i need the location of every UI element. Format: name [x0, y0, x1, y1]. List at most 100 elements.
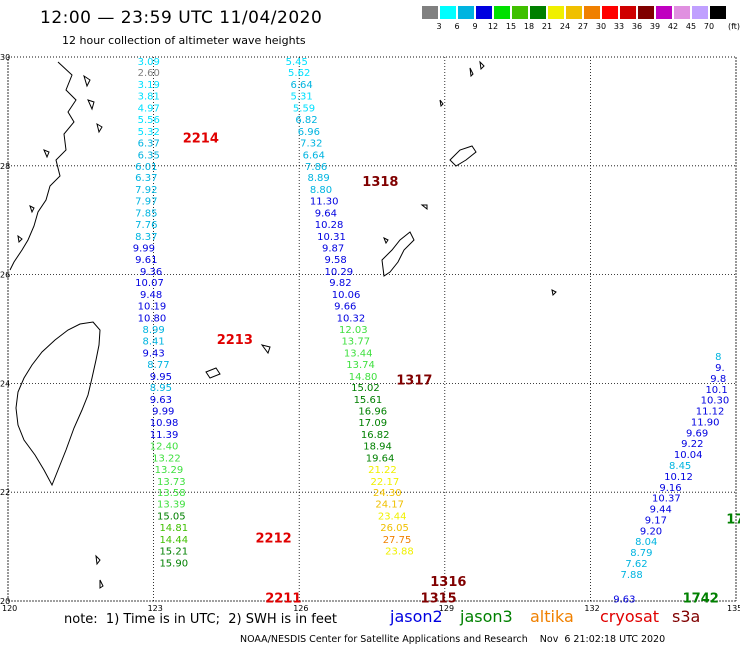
- wave-height-value: 10.1: [705, 385, 727, 396]
- map-footer: NOAA/NESDIS Center for Satellite Applica…: [240, 634, 666, 645]
- wave-height-value: 16.96: [358, 407, 387, 418]
- orbit-number: 1742: [683, 591, 719, 606]
- wave-height-value: 22.17: [371, 477, 400, 488]
- wave-height-labels: 3.092.603.193.814.975.565.326.376.356.01…: [133, 57, 729, 605]
- wave-height-value: 5.45: [286, 57, 308, 68]
- wave-height-value: 9.99: [152, 407, 174, 418]
- scale-label: 30: [595, 22, 607, 31]
- map-frame: [7, 56, 737, 602]
- satellite-legend-item: s3a: [672, 607, 701, 626]
- scale-label: 27: [577, 22, 589, 31]
- wave-height-value: 14.44: [159, 535, 188, 546]
- orbit-number: 1743: [726, 512, 740, 527]
- wave-height-value: 5.56: [138, 115, 160, 126]
- wave-height-value: 23.44: [378, 512, 407, 523]
- wave-height-value: 9.8: [710, 374, 726, 385]
- wave-height-value: 11.90: [691, 417, 720, 428]
- scale-swatch: [476, 6, 492, 19]
- lon-tick-label: 129: [439, 604, 454, 613]
- wave-height-value: 6.82: [295, 115, 317, 126]
- wave-height-value: 14.81: [159, 523, 188, 534]
- orbit-number: 1318: [362, 175, 398, 190]
- wave-height-value: 5.31: [290, 92, 312, 103]
- wave-height-value: 8.80: [310, 185, 332, 196]
- longitude-tick-labels: 120 123 126 129 132 135: [2, 604, 740, 613]
- wave-height-value: 7.85: [135, 209, 157, 220]
- wave-height-value: 8: [715, 352, 721, 363]
- satellite-legend-item: altika: [530, 607, 574, 626]
- wave-height-value: 9.44: [650, 505, 672, 516]
- graticule: [7, 56, 737, 602]
- orbit-number: 2212: [256, 531, 292, 546]
- lon-tick-label: 135: [727, 604, 740, 613]
- wave-height-value: 15.21: [159, 546, 188, 557]
- china-coastline: [9, 61, 77, 271]
- wave-height-value: 8.37: [135, 232, 157, 243]
- wave-height-value: 10.28: [315, 220, 344, 231]
- wave-height-value: 7.92: [135, 185, 157, 196]
- wave-height-value: 10.19: [138, 302, 167, 313]
- wave-height-value: 6.35: [138, 150, 160, 161]
- wave-height-value: 10.06: [332, 290, 361, 301]
- orbit-number: 2211: [265, 591, 301, 606]
- wave-height-value: 9.48: [140, 290, 162, 301]
- wave-height-value: 16.82: [361, 430, 390, 441]
- lat-tick-label: 20: [0, 597, 10, 606]
- scale-swatch: [566, 6, 582, 19]
- wave-height-value: 8.79: [630, 548, 652, 559]
- latitude-tick-labels: 30 28 26 24 22 20: [0, 53, 10, 606]
- wave-height-value: 9.69: [686, 428, 708, 439]
- wave-height-value: 15.05: [157, 512, 186, 523]
- taiwan-coastline: [15, 321, 101, 487]
- wave-height-value: 7.62: [625, 559, 647, 570]
- amami-coastline: [449, 145, 477, 167]
- wave-height-value: 13.29: [155, 465, 184, 476]
- scale-swatch: [584, 6, 600, 19]
- satellite-legend-item: jason2: [390, 607, 443, 626]
- wave-height-value: 24.17: [375, 500, 404, 511]
- wave-height-value: 9.43: [142, 348, 164, 359]
- orbit-number: 2213: [217, 333, 253, 348]
- scale-label: 6: [454, 22, 460, 31]
- wave-height-value: 6.01: [135, 162, 157, 173]
- wave-height-value: 12.03: [339, 325, 368, 336]
- wave-height-value: 10.32: [337, 314, 366, 325]
- wave-height-value: 9.61: [135, 255, 157, 266]
- wave-height-value: 2.60: [138, 68, 160, 79]
- scale-label: 3: [436, 22, 442, 31]
- lon-tick-label: 126: [293, 604, 308, 613]
- wave-height-value: 9.66: [334, 302, 356, 313]
- wave-height-value: 12.40: [150, 441, 179, 452]
- wave-height-value: 6.37: [138, 138, 160, 149]
- map-note: note: 1) Time is in UTC; 2) SWH is in fe…: [64, 612, 337, 627]
- wave-height-value: 6.96: [298, 127, 320, 138]
- wave-height-value: 9.17: [645, 515, 667, 526]
- orbit-number: 1315: [421, 591, 457, 606]
- scale-swatch: [674, 6, 690, 19]
- wave-height-value: 9.20: [640, 526, 662, 537]
- wave-height-value: 4.97: [138, 104, 160, 115]
- wave-height-value: 15.90: [159, 558, 188, 569]
- wave-height-value: 19.64: [366, 453, 395, 464]
- wave-height-value: 9.95: [150, 372, 172, 383]
- wave-height-value: 8.45: [669, 461, 691, 472]
- wave-height-value: 9.22: [681, 439, 703, 450]
- wave-height-value: 9.: [715, 363, 725, 374]
- scale-swatch: [602, 6, 618, 19]
- wave-height-value: 10.80: [138, 314, 167, 325]
- okinawa-coastline: [381, 231, 415, 277]
- wave-height-value: 7.76: [135, 220, 157, 231]
- orbit-number: 1317: [396, 374, 432, 389]
- wave-height-value: 10.31: [317, 232, 346, 243]
- scale-label: 12: [487, 22, 499, 31]
- scale-swatch: [422, 6, 438, 19]
- wave-height-value: 9.99: [133, 243, 155, 254]
- scale-label: 70: [703, 22, 715, 31]
- wave-height-value: 10.04: [674, 450, 703, 461]
- scale-swatch: [656, 6, 672, 19]
- scale-label: 36: [631, 22, 643, 31]
- wave-height-value: 9.87: [322, 243, 344, 254]
- scale-swatch: [548, 6, 564, 19]
- lon-tick-label: 123: [148, 604, 163, 613]
